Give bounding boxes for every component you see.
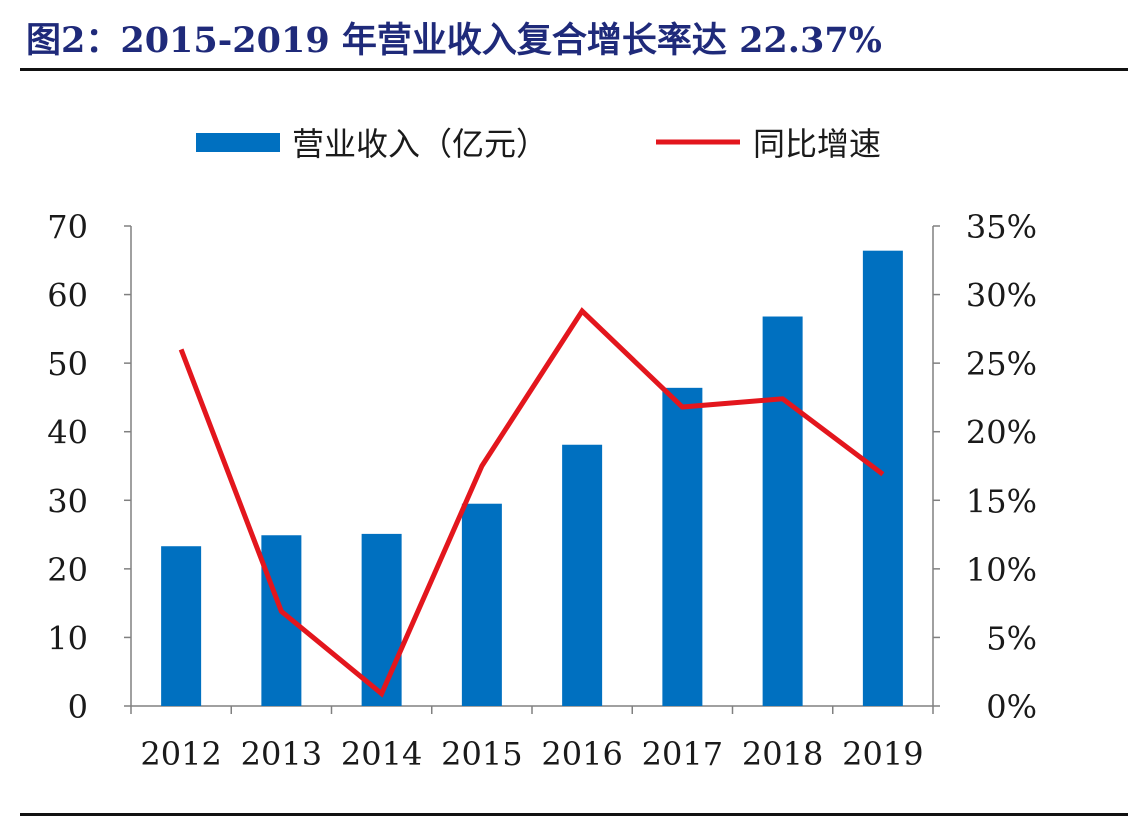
x-axis-category-label: 2013 <box>241 735 322 773</box>
x-axis-category-label: 2012 <box>140 735 221 773</box>
right-axis-tick-label: 20% <box>966 414 1037 452</box>
right-axis-tick-label: 10% <box>966 551 1037 589</box>
right-axis-tick-label: 15% <box>966 482 1037 520</box>
chart-title: 图2：2015-2019 年营业收入复合增长率达 22.37% <box>26 20 882 61</box>
left-axis-tick-label: 50 <box>47 345 88 383</box>
x-axis-category-label: 2014 <box>341 735 422 773</box>
left-axis-tick-label: 20 <box>47 551 88 589</box>
x-axis-category-label: 2015 <box>441 735 522 773</box>
bar-series <box>161 250 903 706</box>
revenue-bar <box>361 533 402 706</box>
right-axis-tick-label: 5% <box>986 619 1037 657</box>
left-axis-tick-label: 60 <box>47 277 88 315</box>
left-axis-tick-label: 30 <box>47 482 88 520</box>
revenue-bar <box>562 444 603 706</box>
left-axis-tick-label: 0 <box>68 688 88 726</box>
line-series <box>178 307 885 698</box>
legend: 营业收入（亿元） 同比增速 <box>196 125 881 163</box>
revenue-bar <box>161 546 202 706</box>
right-axis-tick-label: 30% <box>966 277 1037 315</box>
x-axis-category-label: 2018 <box>742 735 823 773</box>
growth-rate-line <box>178 307 885 698</box>
revenue-bar <box>862 250 903 706</box>
revenue-bar <box>662 387 703 706</box>
bottom-rule <box>20 813 1128 816</box>
left-axis-tick-label: 10 <box>47 619 88 657</box>
legend-swatch-revenue <box>196 133 280 152</box>
right-axis-tick-label: 35% <box>966 208 1037 246</box>
tick-labels: 0 10 20 30 40 50 60 70 0% 5% 10% 15% 20% 25% 30% 35% 201… <box>47 208 1037 773</box>
right-axis-tick-label: 0% <box>986 688 1037 726</box>
title-underline <box>20 68 1128 71</box>
x-axis-category-label: 2019 <box>842 735 923 773</box>
axes <box>124 225 940 714</box>
left-axis-tick-label: 40 <box>47 414 88 452</box>
right-axis-tick-label: 25% <box>966 345 1037 383</box>
revenue-bar <box>762 316 803 706</box>
revenue-bar <box>461 503 502 706</box>
legend-label-revenue: 营业收入（亿元） <box>292 125 548 163</box>
left-axis-tick-label: 70 <box>47 208 88 246</box>
legend-label-growth: 同比增速 <box>753 125 881 163</box>
x-axis-category-label: 2016 <box>541 735 622 773</box>
x-axis-category-label: 2017 <box>642 735 723 773</box>
